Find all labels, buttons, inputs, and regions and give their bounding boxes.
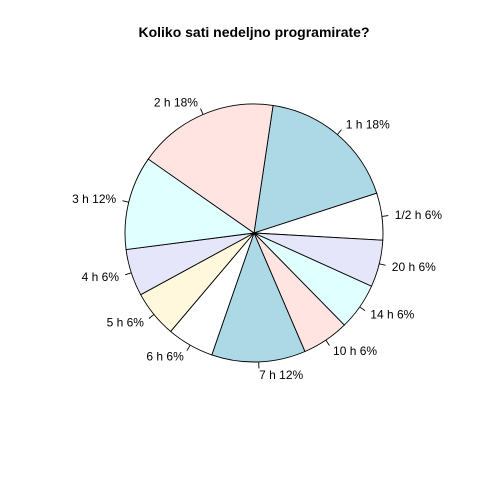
slice-labels: 1 h 18% 1/2 h 6% 20 h 6% 14 h 6% 10 h 6% 7 h … [72,96,442,382]
pie-slice [124,158,256,251]
pie-slice [253,104,378,234]
label-tick [359,306,366,311]
label-tick [337,129,342,135]
label-tick [379,263,386,266]
label-tick [125,272,132,276]
slice-label: 20 h 6% [392,260,436,274]
slice-label: 4 h 6% [82,270,120,284]
label-tick [200,108,204,115]
slice-label: 14 h 6% [370,307,414,321]
slice-label: 1/2 h 6% [395,208,443,222]
slice-label: 10 h 6% [333,344,377,358]
label-tick [381,215,389,217]
pie-slice [211,231,306,363]
pie-slices [124,103,384,363]
slice-label: 7 h 12% [259,368,303,382]
slice-label: 2 h 18% [154,96,198,110]
slice-label: 6 h 6% [146,349,184,363]
label-ticks [122,108,389,369]
slice-label: 3 h 12% [72,192,116,206]
slice-label: 5 h 6% [107,316,145,330]
label-tick [122,200,129,203]
label-tick [186,344,191,351]
slice-label: 1 h 18% [346,118,390,132]
label-tick [325,339,330,346]
chart-title: Koliko sati nedeljno programirate? [138,24,369,40]
label-tick [148,314,155,319]
